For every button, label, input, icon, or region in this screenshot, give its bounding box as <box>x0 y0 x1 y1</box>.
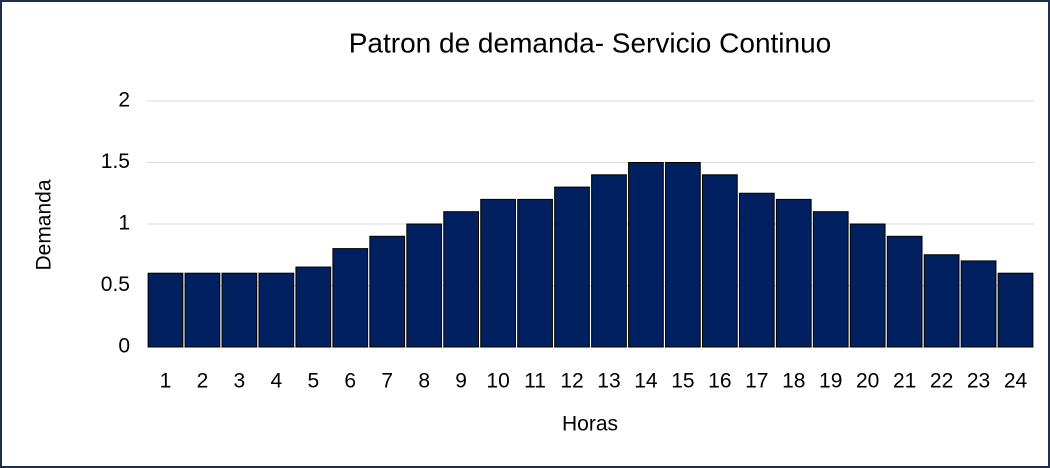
x-tick-label: 18 <box>782 370 805 393</box>
bar <box>665 162 701 348</box>
x-tick-label: 10 <box>486 370 509 393</box>
bar <box>221 272 258 348</box>
bar <box>923 254 960 348</box>
y-tick-label: 1.5 <box>101 150 130 173</box>
x-tick-label: 7 <box>381 370 393 393</box>
x-tick-label: 19 <box>819 370 842 393</box>
y-axis-label: Demanda <box>33 179 56 270</box>
bar <box>997 272 1034 348</box>
bar <box>258 272 295 348</box>
bar <box>443 211 480 348</box>
x-tick-label: 11 <box>524 370 546 393</box>
x-tick-label: 8 <box>418 370 430 393</box>
y-tick-label: 0 <box>118 335 130 358</box>
bar <box>332 248 369 348</box>
x-tick-label: 3 <box>234 370 246 393</box>
y-tick-label: 2 <box>118 89 130 112</box>
x-tick-label: 21 <box>893 370 916 393</box>
bar <box>849 223 886 348</box>
x-tick-label: 6 <box>344 370 356 393</box>
x-tick-label: 20 <box>856 370 879 393</box>
bar <box>775 198 812 348</box>
x-tick-label: 5 <box>307 370 319 393</box>
chart-title: Patron de demanda- Servicio Continuo <box>349 27 832 58</box>
x-tick-label: 2 <box>197 370 209 393</box>
x-tick-label: 12 <box>560 370 583 393</box>
x-axis-label: Horas <box>562 413 618 436</box>
x-tick-label: 23 <box>967 370 990 393</box>
x-tick-label: 16 <box>708 370 731 393</box>
bar <box>628 162 664 348</box>
y-tick-label: 1 <box>118 212 130 235</box>
bar <box>369 235 406 348</box>
bar <box>812 211 849 348</box>
x-tick-label: 4 <box>271 370 283 393</box>
bar <box>554 186 590 348</box>
bar <box>960 260 997 348</box>
x-tick-label: 22 <box>930 370 953 393</box>
bar <box>295 266 332 348</box>
bar <box>701 174 738 348</box>
bar <box>517 198 553 348</box>
x-tick-label: 1 <box>160 370 172 393</box>
x-tick-label: 13 <box>597 370 620 393</box>
bar <box>480 198 516 348</box>
x-tick-label: 9 <box>455 370 467 393</box>
bar <box>147 272 184 348</box>
x-tick-label: 24 <box>1004 370 1028 393</box>
y-tick-label: 0.5 <box>101 273 130 296</box>
x-tick-label: 14 <box>634 370 658 393</box>
x-tick-label: 15 <box>671 370 694 393</box>
x-tick-label: 17 <box>745 370 768 393</box>
bar <box>738 192 775 348</box>
bar <box>184 272 221 348</box>
bar <box>406 223 443 348</box>
bar <box>591 174 627 348</box>
bar <box>886 235 923 348</box>
